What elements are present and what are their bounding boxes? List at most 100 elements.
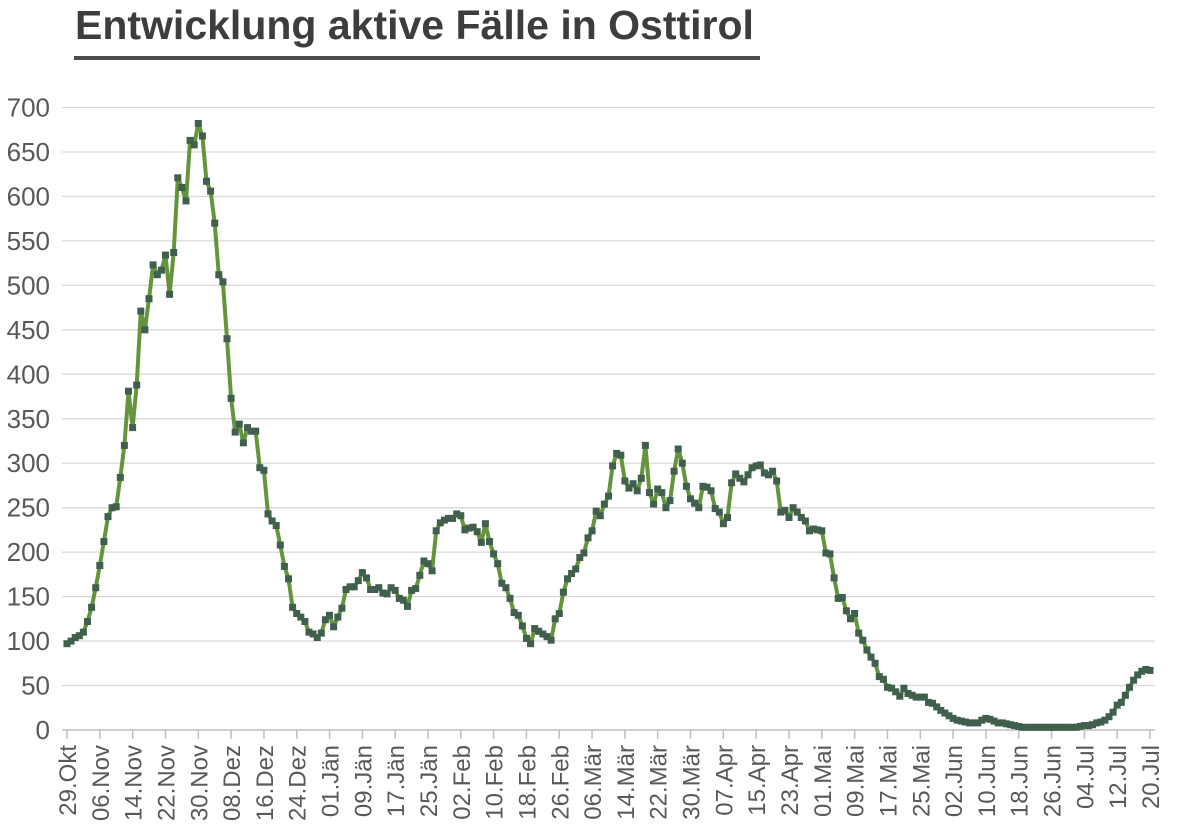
data-point-marker	[227, 394, 235, 402]
data-point-marker	[1072, 723, 1080, 731]
data-point-marker	[387, 584, 395, 592]
data-point-marker	[75, 632, 83, 640]
data-point-marker	[1043, 723, 1051, 731]
data-point-marker	[67, 637, 75, 645]
data-point-marker	[912, 693, 920, 701]
data-point-marker	[174, 174, 182, 182]
data-point-marker	[748, 464, 756, 472]
data-point-marker	[847, 615, 854, 623]
series-markers	[63, 120, 1154, 731]
data-point-marker	[100, 538, 108, 545]
data-point-marker	[379, 589, 387, 597]
data-point-marker	[330, 623, 338, 631]
data-point-marker	[588, 527, 596, 535]
data-point-marker	[596, 512, 604, 520]
data-point-marker	[1002, 720, 1010, 728]
data-point-marker	[662, 504, 670, 512]
data-point-marker	[178, 184, 186, 191]
data-point-marker	[777, 508, 785, 516]
data-point-marker	[933, 703, 941, 711]
data-point-marker	[264, 510, 272, 518]
data-point-marker	[613, 449, 621, 457]
data-point-marker	[88, 603, 96, 611]
data-point-marker	[129, 424, 137, 432]
data-point-marker	[440, 516, 448, 524]
data-point-marker	[986, 715, 994, 723]
data-point-marker	[346, 583, 354, 591]
data-point-marker	[231, 428, 239, 436]
data-point-marker	[510, 609, 518, 617]
data-point-marker	[605, 492, 612, 500]
data-point-marker	[1097, 718, 1105, 726]
data-point-marker	[125, 387, 132, 395]
data-point-marker	[728, 479, 736, 487]
data-point-marker	[1109, 708, 1117, 716]
data-point-marker	[1023, 723, 1031, 731]
data-point-marker	[539, 630, 547, 638]
y-axis-tick-label: 400	[7, 359, 50, 389]
data-point-marker	[404, 602, 411, 610]
data-point-marker	[1052, 723, 1060, 731]
x-axis-tick-label: 08.Dez	[219, 745, 246, 821]
data-point-marker	[248, 427, 256, 435]
data-point-marker	[1068, 723, 1076, 731]
data-point-marker	[682, 482, 690, 490]
data-point-marker	[879, 675, 887, 683]
data-point-marker	[801, 517, 809, 525]
data-point-marker	[1027, 723, 1035, 731]
data-point-marker	[477, 538, 485, 546]
x-axis-tick-label: 25.Mai	[908, 745, 935, 817]
data-point-marker	[888, 684, 896, 692]
data-point-marker	[896, 692, 904, 700]
y-axis-tick-label: 550	[7, 226, 50, 256]
x-axis-tick-label: 01.Jän	[318, 745, 345, 817]
x-axis-tick-label: 14.Mär	[613, 745, 640, 820]
data-point-marker	[1130, 676, 1138, 684]
data-point-marker	[592, 507, 600, 515]
data-point-marker	[1101, 716, 1109, 724]
data-point-marker	[170, 249, 178, 256]
data-point-marker	[961, 718, 969, 726]
data-point-marker	[490, 550, 498, 558]
data-point-marker	[621, 477, 629, 485]
data-point-marker	[1134, 671, 1142, 679]
data-point-marker	[937, 706, 945, 714]
data-point-marker	[793, 508, 801, 516]
data-point-marker	[810, 525, 818, 533]
series-line	[65, 121, 1152, 730]
y-axis-tick-label: 300	[7, 448, 50, 478]
x-axis-tick-label: 17.Jän	[383, 745, 410, 817]
data-point-marker	[584, 534, 592, 542]
y-axis-tick-label: 450	[7, 315, 50, 345]
data-point-marker	[63, 640, 71, 648]
data-point-marker	[506, 594, 514, 602]
data-point-marker	[740, 478, 748, 486]
data-point-marker	[280, 562, 288, 570]
data-point-marker	[781, 506, 789, 514]
data-point-marker	[219, 278, 227, 286]
data-point-marker	[420, 557, 428, 565]
data-point-marker	[498, 579, 506, 587]
data-point-marker	[186, 136, 194, 144]
data-point-marker	[806, 527, 813, 535]
data-point-marker	[301, 618, 309, 625]
x-axis-tick-label: 30.Mär	[679, 745, 706, 820]
data-point-marker	[1146, 666, 1154, 674]
x-axis-tick-label: 17.Mai	[875, 745, 902, 817]
data-point-marker	[994, 719, 1002, 727]
data-point-marker	[1089, 721, 1097, 729]
x-axis-tick-label: 24.Dez	[285, 745, 312, 821]
data-point-marker	[1039, 723, 1047, 731]
data-point-marker	[826, 550, 834, 558]
data-point-marker	[867, 653, 875, 661]
x-axis-tick-label: 02.Jun	[941, 745, 968, 817]
data-point-marker	[871, 659, 879, 667]
data-point-marker	[842, 607, 850, 615]
data-point-marker	[637, 474, 645, 482]
data-point-marker	[518, 622, 526, 630]
chart-header: Entwicklung aktive Fälle in Osttirol	[74, 2, 760, 60]
data-point-marker	[305, 628, 313, 636]
data-point-marker	[334, 613, 342, 621]
x-axis-tick-label: 09.Mai	[843, 745, 870, 817]
data-point-marker	[974, 719, 982, 727]
